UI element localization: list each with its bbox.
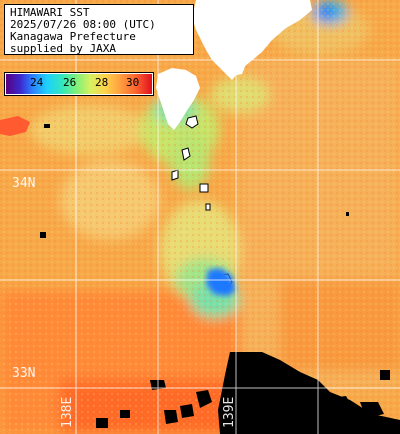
lat-label-34: 34N bbox=[12, 176, 36, 191]
land-west bbox=[0, 116, 30, 136]
cloud-mask bbox=[40, 124, 400, 434]
color-scale-tick-24: 24 bbox=[30, 76, 44, 89]
color-scale-gradient bbox=[6, 74, 152, 94]
land-boso bbox=[228, 56, 246, 76]
lat-label-33: 33N bbox=[12, 366, 36, 381]
color-scale-tick-28: 28 bbox=[95, 76, 109, 89]
title-line-3: Kanagawa Prefecture bbox=[10, 30, 136, 43]
color-scale-tick-26: 26 bbox=[63, 76, 77, 89]
lon-label-138: 138E bbox=[60, 396, 75, 428]
lon-label-139: 139E bbox=[222, 396, 237, 428]
title-box: HIMAWARI SST 2025/07/26 08:00 (UTC) Kana… bbox=[4, 4, 194, 55]
color-scale-tick-30: 30 bbox=[126, 76, 140, 89]
title-line-2: 2025/07/26 08:00 (UTC) bbox=[10, 18, 156, 31]
color-scale-bar: 24 26 28 30 bbox=[4, 72, 154, 96]
title-line-4: supplied by JAXA bbox=[10, 42, 116, 55]
land-peninsula bbox=[156, 68, 200, 130]
title-line-1: HIMAWARI SST bbox=[10, 6, 90, 19]
